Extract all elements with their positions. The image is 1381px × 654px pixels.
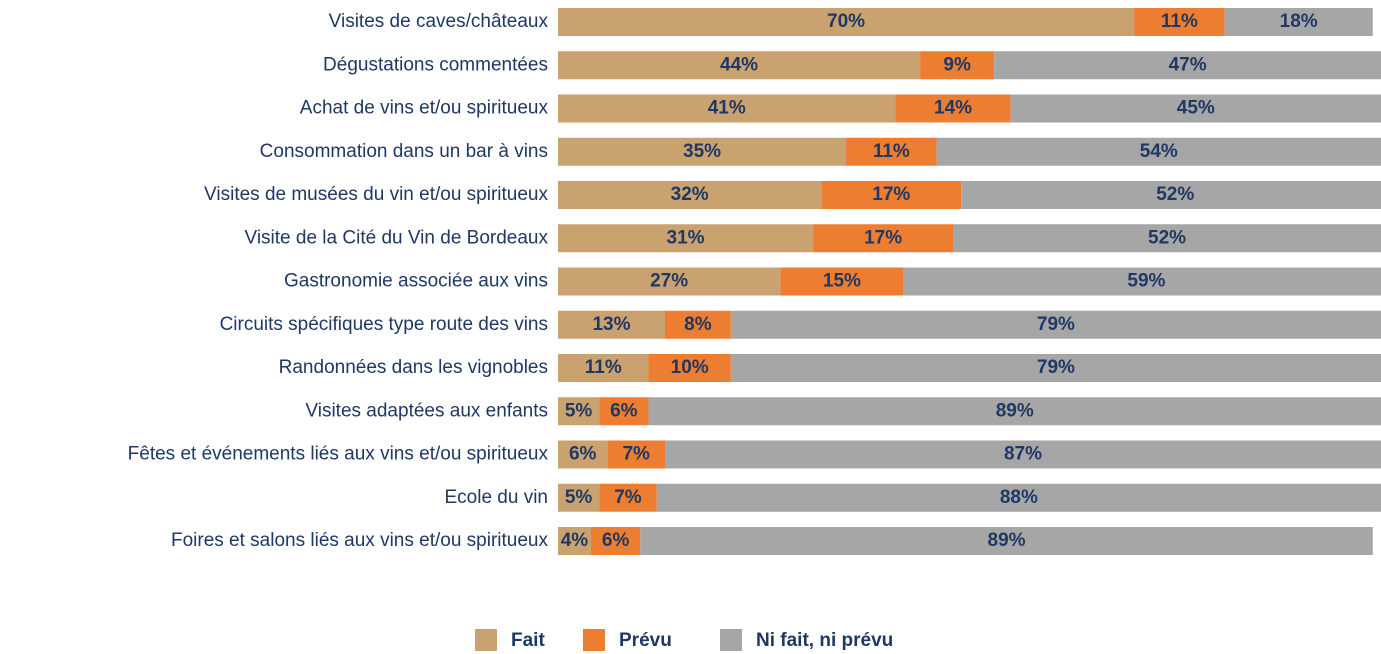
category-label: Visites de musées du vin et/ou spiritueu… bbox=[204, 184, 548, 205]
legend-label: Prévu bbox=[619, 630, 672, 651]
bar-segment bbox=[558, 267, 781, 296]
category-label: Gastronomie associée aux vins bbox=[284, 271, 548, 292]
value-label: 32% bbox=[671, 184, 709, 205]
category-label: Consommation dans un bar à vins bbox=[260, 141, 548, 162]
value-label: 44% bbox=[720, 54, 758, 75]
value-label: 9% bbox=[943, 54, 971, 75]
category-label: Ecole du vin bbox=[444, 487, 548, 508]
value-label: 4% bbox=[561, 530, 589, 551]
legend-label: Fait bbox=[511, 630, 545, 651]
legend-swatch bbox=[583, 629, 605, 651]
value-label: 89% bbox=[996, 400, 1034, 421]
bar-segment bbox=[648, 354, 731, 382]
legend-swatch bbox=[720, 629, 742, 651]
bar-segment bbox=[953, 224, 1381, 253]
bar-segment bbox=[730, 310, 1381, 339]
bar-segment bbox=[558, 397, 600, 426]
bar-segment bbox=[895, 94, 1011, 123]
category-label: Visite de la Cité du Vin de Bordeaux bbox=[245, 227, 549, 248]
value-label: 87% bbox=[1004, 444, 1042, 465]
bar-segment bbox=[821, 181, 962, 209]
category-label: Circuits spécifiques type route des vins bbox=[220, 314, 548, 335]
bar-segment bbox=[558, 8, 1135, 36]
bar-segment bbox=[599, 483, 657, 512]
category-label: Dégustations commentées bbox=[323, 54, 548, 75]
bar-segment bbox=[558, 94, 896, 123]
value-label: 47% bbox=[1169, 54, 1207, 75]
value-label: 31% bbox=[667, 227, 705, 248]
bar-segment bbox=[994, 51, 1381, 80]
bar-segment bbox=[656, 483, 1381, 512]
value-label: 88% bbox=[1000, 487, 1038, 508]
value-label: 6% bbox=[610, 400, 638, 421]
value-label: 8% bbox=[684, 314, 712, 335]
bar-segment bbox=[730, 354, 1381, 382]
value-label: 14% bbox=[934, 98, 972, 119]
value-label: 79% bbox=[1037, 357, 1075, 378]
value-label: 27% bbox=[650, 271, 688, 292]
bar-segment bbox=[558, 527, 591, 555]
value-label: 79% bbox=[1037, 314, 1075, 335]
bar-segment bbox=[648, 397, 1381, 426]
bar-segment bbox=[558, 440, 608, 469]
category-label: Randonnées dans les vignobles bbox=[279, 357, 548, 378]
value-label: 13% bbox=[592, 314, 630, 335]
bar-segment bbox=[590, 527, 641, 555]
category-label: Visites de caves/châteaux bbox=[329, 11, 549, 32]
bar-segment bbox=[558, 224, 814, 253]
value-label: 52% bbox=[1148, 227, 1186, 248]
bar-segment bbox=[558, 137, 847, 166]
bar-segment bbox=[846, 137, 937, 166]
value-label: 17% bbox=[872, 184, 910, 205]
value-label: 6% bbox=[569, 444, 597, 465]
value-label: 11% bbox=[1161, 11, 1198, 32]
bar-segment bbox=[664, 310, 731, 339]
value-label: 7% bbox=[622, 444, 650, 465]
bar-segment bbox=[780, 267, 904, 296]
bar-segment bbox=[1134, 8, 1225, 36]
value-label: 35% bbox=[683, 141, 721, 162]
legend-swatch bbox=[475, 629, 497, 651]
bar-segment bbox=[961, 181, 1381, 209]
value-label: 5% bbox=[565, 487, 593, 508]
bar-segment bbox=[1010, 94, 1381, 123]
category-label: Visites adaptées aux enfants bbox=[305, 400, 548, 421]
bar-segment bbox=[558, 181, 822, 209]
bar-segment bbox=[640, 527, 1373, 555]
value-label: 10% bbox=[671, 357, 709, 378]
bar-segment bbox=[607, 440, 665, 469]
bar-segment bbox=[558, 354, 649, 382]
value-label: 18% bbox=[1280, 11, 1318, 32]
legend-label: Ni fait, ni prévu bbox=[756, 630, 893, 651]
bar-segment bbox=[920, 51, 995, 80]
value-label: 15% bbox=[823, 271, 861, 292]
value-label: 59% bbox=[1127, 271, 1165, 292]
value-label: 11% bbox=[873, 141, 910, 162]
bar-segment bbox=[599, 397, 649, 426]
bar-segment bbox=[903, 267, 1381, 296]
category-label: Achat de vins et/ou spiritueux bbox=[300, 98, 549, 119]
bar-segment bbox=[1224, 8, 1373, 36]
value-label: 5% bbox=[565, 400, 593, 421]
value-label: 17% bbox=[864, 227, 902, 248]
bar-segment bbox=[558, 51, 921, 80]
bar-segment bbox=[664, 440, 1381, 469]
value-label: 41% bbox=[708, 98, 746, 119]
value-label: 11% bbox=[585, 357, 622, 378]
value-label: 54% bbox=[1140, 141, 1178, 162]
value-label: 70% bbox=[827, 11, 865, 32]
value-label: 89% bbox=[988, 530, 1026, 551]
value-label: 7% bbox=[614, 487, 642, 508]
category-label: Fêtes et événements liés aux vins et/ou … bbox=[128, 444, 549, 465]
value-label: 45% bbox=[1177, 98, 1215, 119]
bar-segment bbox=[936, 137, 1381, 166]
value-label: 52% bbox=[1156, 184, 1194, 205]
bar-segment bbox=[813, 224, 954, 253]
value-label: 6% bbox=[602, 530, 630, 551]
category-label: Foires et salons liés aux vins et/ou spi… bbox=[171, 530, 549, 551]
bar-segment bbox=[558, 483, 600, 512]
bar-segment bbox=[558, 310, 665, 339]
